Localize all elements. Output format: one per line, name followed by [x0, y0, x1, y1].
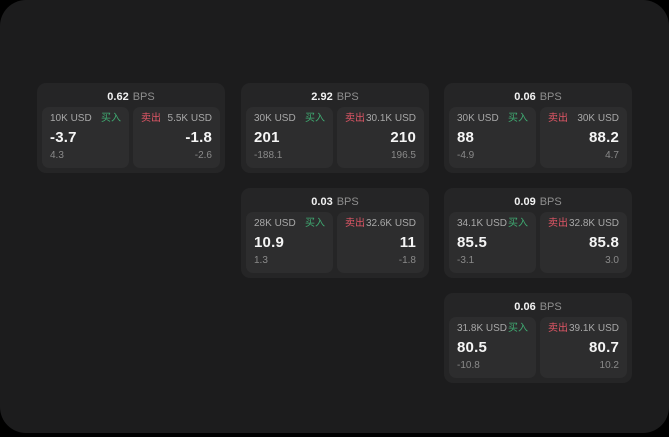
bps-header: 0.06 BPS: [449, 88, 627, 107]
buy-amount: 28K USD: [254, 218, 296, 229]
sell-amount: 39.1K USD: [568, 323, 619, 334]
bps-header: 0.06 BPS: [449, 298, 627, 317]
bps-header: 0.03 BPS: [246, 193, 424, 212]
quote-panes: 34.1K USD 买入 85.5 -3.1 卖出 32.8K USD 85.8…: [449, 212, 627, 273]
buy-delta: -4.9: [457, 150, 475, 161]
sell-price: 80.7: [589, 338, 619, 356]
buy-price: -3.7: [50, 128, 77, 146]
sell-amount: 5.5K USD: [167, 113, 212, 124]
buy-delta: -10.8: [457, 360, 480, 371]
sell-price: 11: [399, 233, 416, 251]
bps-unit-label: BPS: [539, 196, 562, 208]
buy-button[interactable]: 买入: [305, 113, 325, 124]
buy-pane[interactable]: 34.1K USD 买入 85.5 -3.1: [449, 212, 536, 273]
sell-delta: 4.7: [605, 150, 619, 161]
buy-button[interactable]: 买入: [101, 113, 121, 124]
buy-amount: 34.1K USD: [457, 218, 508, 229]
quote-card: 0.06 BPS 30K USD 买入 88 -4.9 卖出 30K USD: [444, 83, 632, 173]
quote-card: 2.92 BPS 30K USD 买入 201 -188.1 卖出 30.1K …: [241, 83, 429, 173]
buy-pane[interactable]: 31.8K USD 买入 80.5 -10.8: [449, 317, 536, 378]
bps-value: 0.06: [514, 301, 536, 313]
sell-delta: 196.5: [390, 150, 416, 161]
bps-header: 0.09 BPS: [449, 193, 627, 212]
buy-pane[interactable]: 30K USD 买入 201 -188.1: [246, 107, 333, 168]
bps-unit-label: BPS: [539, 91, 562, 103]
bps-unit-label: BPS: [539, 301, 562, 313]
bps-header: 2.92 BPS: [246, 88, 424, 107]
quote-card: 0.06 BPS 31.8K USD 买入 80.5 -10.8 卖出 39.1…: [444, 293, 632, 383]
buy-button[interactable]: 买入: [305, 218, 325, 229]
bps-unit-label: BPS: [336, 91, 359, 103]
sell-amount: 32.8K USD: [568, 218, 619, 229]
buy-amount: 30K USD: [254, 113, 296, 124]
quote-card: 0.03 BPS 28K USD 买入 10.9 1.3 卖出 32.6K US…: [241, 188, 429, 278]
buy-delta: 4.3: [50, 150, 64, 161]
sell-delta: 3.0: [605, 255, 619, 266]
buy-price: 10.9: [254, 233, 284, 251]
sell-price: -1.8: [185, 128, 212, 146]
buy-delta: -3.1: [457, 255, 475, 266]
sell-pane[interactable]: 卖出 39.1K USD 80.7 10.2: [540, 317, 627, 378]
sell-delta: -2.6: [194, 150, 212, 161]
sell-pane[interactable]: 卖出 30K USD 88.2 4.7: [540, 107, 627, 168]
buy-amount: 31.8K USD: [457, 323, 508, 334]
sell-button[interactable]: 卖出: [548, 218, 568, 229]
sell-amount: 30.1K USD: [365, 113, 416, 124]
buy-amount: 10K USD: [50, 113, 92, 124]
quote-card: 0.62 BPS 10K USD 买入 -3.7 4.3 卖出 5.5K USD: [37, 83, 225, 173]
sell-pane[interactable]: 卖出 32.6K USD 11 -1.8: [337, 212, 424, 273]
quote-panes: 31.8K USD 买入 80.5 -10.8 卖出 39.1K USD 80.…: [449, 317, 627, 378]
buy-pane[interactable]: 28K USD 买入 10.9 1.3: [246, 212, 333, 273]
sell-pane[interactable]: 卖出 32.8K USD 85.8 3.0: [540, 212, 627, 273]
sell-price: 88.2: [589, 128, 619, 146]
sell-button[interactable]: 卖出: [345, 113, 365, 124]
buy-price: 88: [457, 128, 475, 146]
sell-button[interactable]: 卖出: [548, 323, 568, 334]
buy-pane[interactable]: 10K USD 买入 -3.7 4.3: [42, 107, 129, 168]
sell-delta: -1.8: [398, 255, 416, 266]
bps-value: 2.92: [311, 91, 333, 103]
buy-button[interactable]: 买入: [508, 218, 528, 229]
buy-delta: -188.1: [254, 150, 283, 161]
bps-value: 0.62: [107, 91, 129, 103]
buy-button[interactable]: 买入: [508, 113, 528, 124]
sell-amount: 30K USD: [577, 113, 619, 124]
bps-value: 0.06: [514, 91, 536, 103]
buy-amount: 30K USD: [457, 113, 499, 124]
buy-button[interactable]: 买入: [508, 323, 528, 334]
quote-panes: 30K USD 买入 88 -4.9 卖出 30K USD 88.2 4.7: [449, 107, 627, 168]
buy-price: 80.5: [457, 338, 487, 356]
quote-panes: 28K USD 买入 10.9 1.3 卖出 32.6K USD 11 -1.8: [246, 212, 424, 273]
quote-card: 0.09 BPS 34.1K USD 买入 85.5 -3.1 卖出 32.8K…: [444, 188, 632, 278]
buy-delta: 1.3: [254, 255, 268, 266]
sell-button[interactable]: 卖出: [345, 218, 365, 229]
bps-unit-label: BPS: [132, 91, 155, 103]
sell-button[interactable]: 卖出: [548, 113, 568, 124]
bps-header: 0.62 BPS: [42, 88, 220, 107]
bps-unit-label: BPS: [336, 196, 359, 208]
quote-panes: 10K USD 买入 -3.7 4.3 卖出 5.5K USD -1.8 -2.…: [42, 107, 220, 168]
sell-delta: 10.2: [599, 360, 619, 371]
sell-price: 85.8: [589, 233, 619, 251]
quote-panes: 30K USD 买入 201 -188.1 卖出 30.1K USD 210 1…: [246, 107, 424, 168]
sell-pane[interactable]: 卖出 5.5K USD -1.8 -2.6: [133, 107, 220, 168]
bps-value: 0.03: [311, 196, 333, 208]
sell-button[interactable]: 卖出: [141, 113, 161, 124]
sell-price: 210: [390, 128, 416, 146]
sell-amount: 32.6K USD: [365, 218, 416, 229]
bps-value: 0.09: [514, 196, 536, 208]
buy-price: 201: [254, 128, 280, 146]
buy-pane[interactable]: 30K USD 买入 88 -4.9: [449, 107, 536, 168]
buy-price: 85.5: [457, 233, 487, 251]
sell-pane[interactable]: 卖出 30.1K USD 210 196.5: [337, 107, 424, 168]
